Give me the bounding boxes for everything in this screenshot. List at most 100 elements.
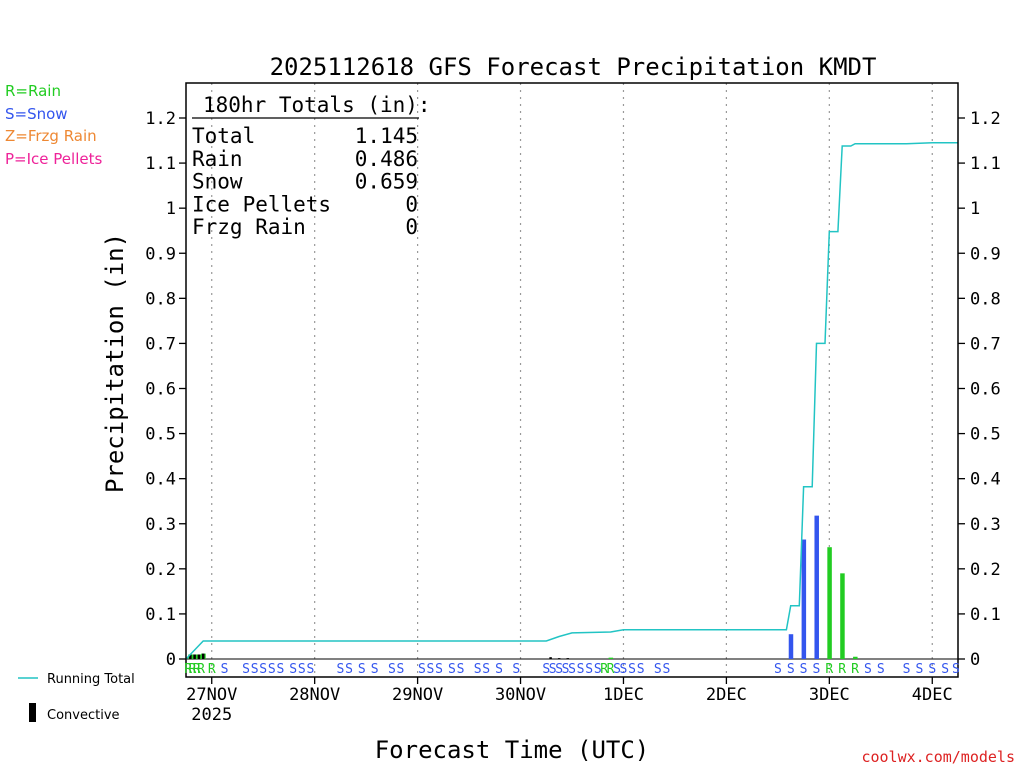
type-letter: S — [427, 662, 435, 677]
type-letter: S — [928, 662, 936, 677]
x-axis-label: Forecast Time (UTC) — [375, 736, 650, 764]
chart-title: 2025112618 GFS Forecast Precipitation KM… — [270, 53, 877, 81]
precip-bar — [788, 634, 794, 659]
totals-label: Snow — [192, 170, 243, 194]
y-tick-label: 0.5 — [145, 425, 176, 445]
x-tick-label: 2DEC — [706, 685, 747, 705]
type-letter: R — [607, 662, 615, 677]
type-letter: S — [774, 662, 782, 677]
y-axis-label: Precipitation (in) — [101, 233, 129, 493]
type-letter: S — [495, 662, 503, 677]
precip-bar — [814, 515, 819, 659]
type-letter: S — [397, 662, 405, 677]
watermark: coolwx.com/models — [861, 748, 1015, 766]
type-letter: S — [457, 662, 465, 677]
y-tick-label: 0 — [166, 650, 176, 670]
type-letter: S — [877, 662, 885, 677]
type-letter: S — [512, 662, 520, 677]
y-tick-label: 0.1 — [970, 605, 1001, 625]
type-letter: R — [825, 662, 833, 677]
x-tick-label: 28NOV — [289, 685, 340, 705]
totals-label: Frzg Rain — [192, 215, 306, 239]
type-letter: S — [268, 662, 276, 677]
convective-bar — [193, 654, 196, 659]
y-tick-label: 0.7 — [145, 334, 176, 354]
convective-bar — [557, 658, 561, 660]
type-letter: S — [594, 662, 602, 677]
type-letter: S — [251, 662, 259, 677]
type-letter: S — [371, 662, 379, 677]
y-tick-label: 1.1 — [145, 154, 176, 174]
type-letter: S — [306, 662, 314, 677]
totals-header: 180hr Totals (in): — [203, 93, 431, 117]
y-axis-right: 0 0.1 0.2 0.3 0.4 0.5 0.6 0.7 0.8 0.9 1 1.1 1.2 — [958, 109, 1001, 670]
precip-bars — [188, 515, 858, 659]
convective-bar — [201, 653, 205, 659]
type-letter: S — [435, 662, 443, 677]
y-tick-label: 0.6 — [145, 380, 176, 400]
type-letter: R — [851, 662, 859, 677]
type-letter: S — [448, 662, 456, 677]
type-letter: S — [276, 662, 284, 677]
y-tick-label: 0.4 — [145, 470, 176, 490]
type-letter: S — [941, 662, 949, 677]
type-letter: S — [662, 662, 670, 677]
type-letter: R — [193, 662, 201, 677]
type-letter: S — [613, 662, 621, 677]
y-tick-label: 0.4 — [970, 470, 1001, 490]
x-tick-sublabel: 2025 — [191, 705, 232, 725]
type-letter: S — [298, 662, 306, 677]
type-letter: S — [654, 662, 662, 677]
type-letter: S — [585, 662, 593, 677]
y-tick-label: 0.6 — [970, 380, 1001, 400]
type-letter: S — [221, 662, 229, 677]
x-tick-label: 30NOV — [495, 685, 546, 705]
y-tick-label: 1 — [970, 199, 980, 219]
type-letter: S — [418, 662, 426, 677]
grid — [186, 83, 958, 677]
type-letter: S — [482, 662, 490, 677]
type-letter: S — [474, 662, 482, 677]
totals-value: 0.486 — [355, 147, 418, 171]
plot-frame — [185, 82, 959, 678]
y-tick-label: 1 — [166, 199, 176, 219]
convective-bar — [189, 654, 192, 659]
type-letter: S — [577, 662, 585, 677]
x-tick-label: 29NOV — [392, 685, 443, 705]
type-letter: S — [637, 662, 645, 677]
type-letter: S — [549, 662, 557, 677]
convective-legend-label: Convective — [47, 708, 120, 723]
y-tick-label: 0.3 — [145, 515, 176, 535]
y-tick-label: 1.2 — [145, 109, 176, 129]
y-tick-label: 0.8 — [970, 289, 1001, 309]
type-letter: S — [336, 662, 344, 677]
totals-value: 1.145 — [355, 124, 418, 148]
type-letter: S — [787, 662, 795, 677]
y-tick-label: 0.9 — [970, 244, 1001, 264]
type-legend-item: R=Rain — [5, 82, 61, 100]
x-tick-label: 4DEC — [912, 685, 953, 705]
convective-bars — [189, 653, 570, 660]
totals-value: 0 — [405, 192, 418, 216]
type-letter: R — [208, 662, 216, 677]
x-tick-label: 1DEC — [603, 685, 644, 705]
y-tick-label: 0.8 — [145, 289, 176, 309]
precip-bar — [801, 539, 807, 659]
convective-bar — [566, 658, 570, 660]
y-tick-label: 0.2 — [145, 560, 176, 580]
type-letter: S — [242, 662, 250, 677]
type-legend-item: S=Snow — [5, 104, 68, 123]
precip-bar — [840, 573, 845, 659]
y-tick-label: 0.5 — [970, 425, 1001, 445]
convective-bar — [197, 654, 201, 659]
type-letter: R — [189, 662, 197, 677]
totals-value: 0 — [405, 215, 418, 239]
type-letter: S — [542, 662, 550, 677]
y-tick-label: 0 — [970, 650, 980, 670]
convective-swatch — [29, 703, 36, 722]
precip-bar — [608, 657, 614, 659]
totals-value: 0.659 — [355, 170, 418, 194]
running-total-line — [185, 142, 958, 660]
type-letter: S — [813, 662, 821, 677]
